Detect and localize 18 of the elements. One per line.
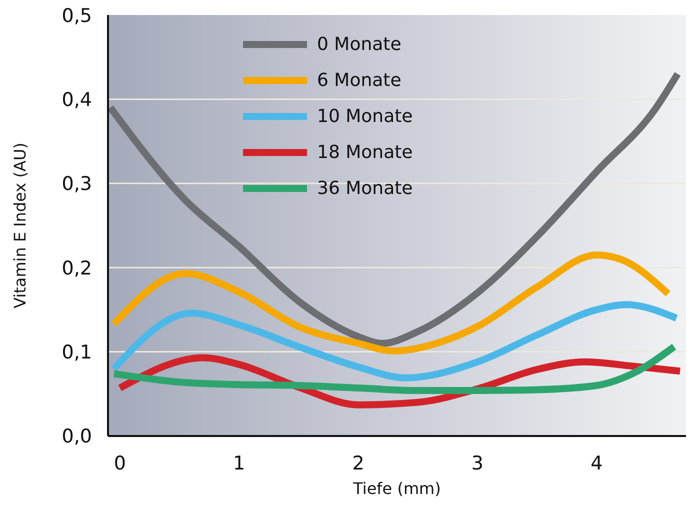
x-tick-label: 2 (352, 452, 364, 474)
x-tick-label: 4 (590, 452, 603, 474)
x-tick-label: 1 (233, 452, 246, 474)
y-axis-title: Vitamin E Index (AU) (10, 142, 30, 308)
legend-label: 0 Monate (317, 34, 402, 54)
y-tick-label: 0,4 (62, 88, 92, 111)
y-tick-label: 0,5 (62, 4, 92, 27)
legend-label: 36 Monate (317, 178, 413, 198)
y-tick-label: 0,3 (62, 173, 92, 196)
legend-label: 18 Monate (317, 142, 413, 162)
y-tick-label: 0,1 (62, 342, 92, 364)
y-tick-label: 0,2 (62, 257, 92, 280)
legend-label: 6 Monate (317, 70, 402, 90)
legend-label: 10 Monate (317, 106, 413, 126)
x-tick-label: 3 (471, 452, 484, 474)
x-tick-label: 0 (114, 452, 126, 474)
x-axis-title: Tiefe (mm) (352, 479, 441, 498)
y-tick-label: 0,0 (62, 426, 92, 448)
